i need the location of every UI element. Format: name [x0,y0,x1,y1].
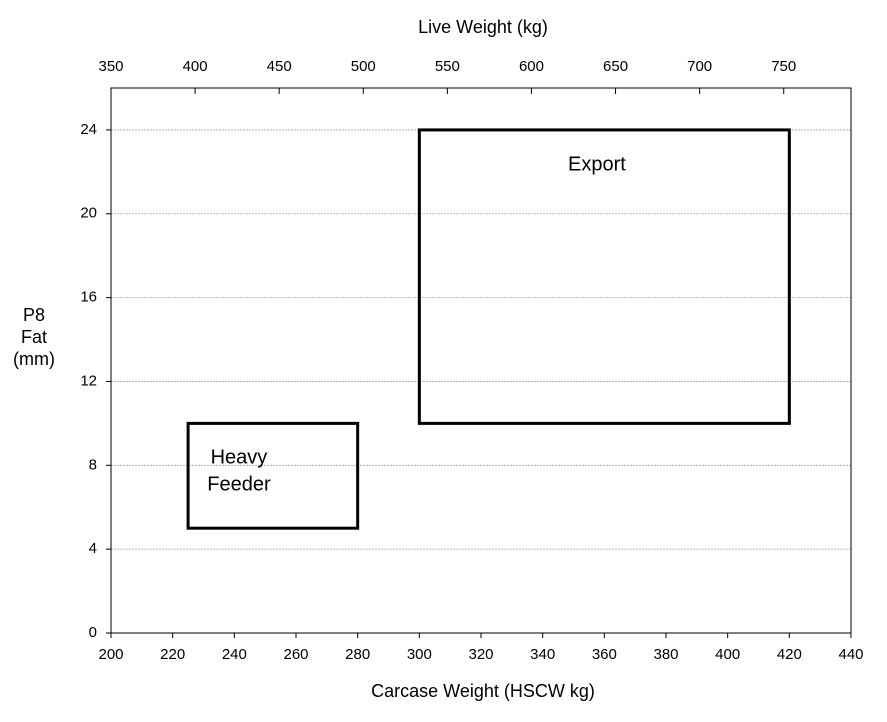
x2-tick-label: 700 [687,58,712,75]
x-tick-label: 400 [715,646,740,663]
y-tick-label: 4 [89,540,97,557]
x-tick-label: 240 [222,646,247,663]
x-tick-label: 360 [592,646,617,663]
x-tick-label: 380 [653,646,678,663]
x2-tick-label: 350 [98,58,123,75]
plot-frame [110,87,852,634]
region-label: Feeder [207,473,271,495]
region-label: Heavy [211,446,268,468]
x2-tick-label: 650 [603,58,628,75]
x-axis-title: Carcase Weight (HSCW kg) [371,681,595,701]
x2-tick-label: 750 [771,58,796,75]
x-tick-label: 220 [160,646,185,663]
x2-tick-label: 400 [183,58,208,75]
region [417,128,791,425]
region [186,421,360,530]
x2-tick-label: 600 [519,58,544,75]
x2-tick-label: 500 [351,58,376,75]
x-tick-label: 340 [530,646,555,663]
y-tick-label: 16 [80,289,97,306]
y-tick-label: 20 [80,205,97,222]
x-tick-label: 440 [838,646,863,663]
x-tick-label: 320 [468,646,493,663]
x-tick-label: 300 [407,646,432,663]
y-axis-title: Fat [21,327,47,347]
x-tick-label: 260 [283,646,308,663]
y-tick-label: 24 [80,121,97,138]
y-tick-label: 12 [80,372,97,389]
y-axis-title: P8 [23,305,45,325]
x-tick-label: 420 [777,646,802,663]
x-tick-label: 280 [345,646,370,663]
x2-tick-label: 450 [267,58,292,75]
y-axis-title: (mm) [13,349,55,369]
y-tick-label: 0 [89,624,97,641]
x2-tick-label: 550 [435,58,460,75]
x2-axis-title: Live Weight (kg) [418,17,548,37]
y-tick-label: 8 [89,456,97,473]
region-label: Export [568,153,626,175]
x-tick-label: 200 [98,646,123,663]
